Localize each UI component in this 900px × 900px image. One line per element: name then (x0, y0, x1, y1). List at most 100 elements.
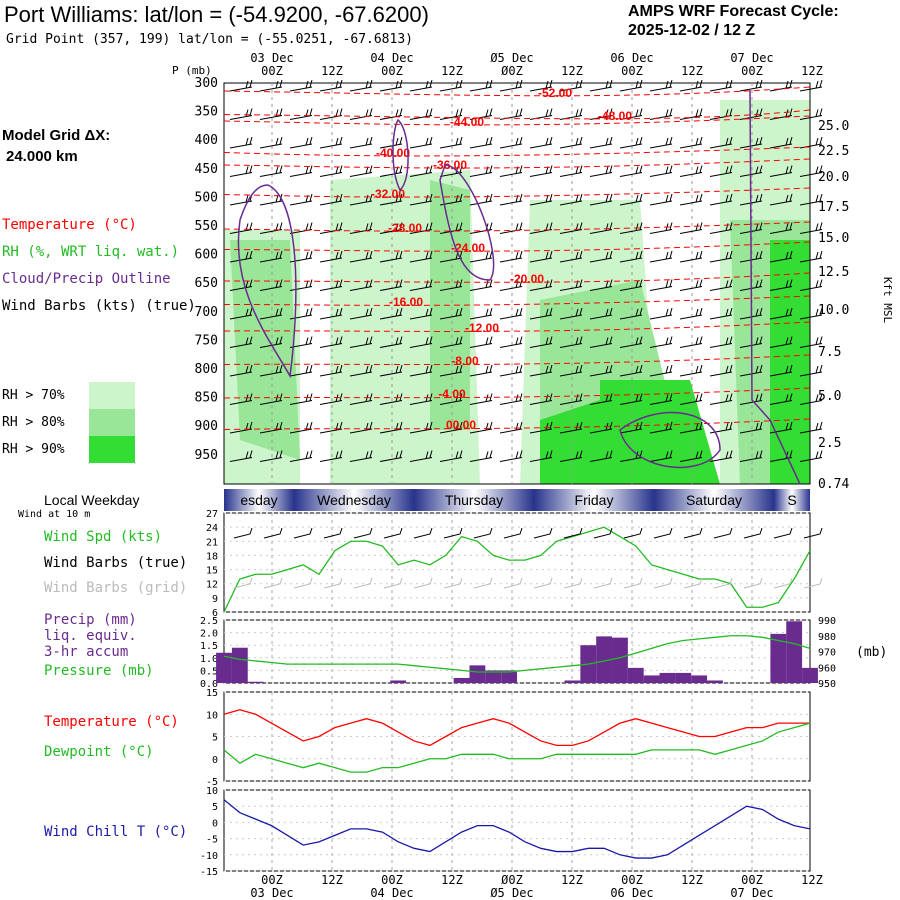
wind-barb (589, 193, 613, 206)
surface-wind-barb (233, 527, 253, 539)
wind-barb (259, 279, 283, 291)
wind-barb (559, 364, 583, 377)
wind-speed-line (223, 526, 811, 613)
temp-panel-ytick: 15 (206, 688, 218, 699)
wind-barb (229, 250, 253, 263)
bottom-time-label: 00Z (741, 873, 763, 887)
top-date-label: Ø5 Dec (490, 51, 533, 65)
temp-contour-label: -52.00 (538, 86, 572, 100)
temp-panel-ytick: 5 (212, 733, 218, 744)
wind-barb (799, 450, 823, 462)
pressure-label: Pressure (mb) (44, 663, 154, 679)
wind-barb (679, 165, 703, 177)
surface-wind-barb (713, 527, 733, 539)
legend-rh80-label: RH > 80% (2, 415, 65, 430)
temp-contour (223, 418, 811, 430)
wind-barb (499, 222, 523, 234)
wind-barb (649, 364, 673, 377)
surface-wind-barb (473, 527, 493, 539)
wind-barb (649, 421, 673, 434)
top-time-label: Ø0Z (501, 64, 523, 78)
pressure-tick: 400 (195, 133, 218, 148)
wind-barb (619, 279, 643, 291)
wind-panel-ytick: 6 (212, 608, 218, 619)
temp-contour (223, 241, 811, 252)
precip-bar (231, 647, 248, 683)
wind-barb (529, 393, 553, 405)
wind-barb (259, 307, 283, 320)
wind-barb (739, 79, 763, 92)
wind-barb (589, 108, 613, 120)
wind-barb (649, 336, 673, 348)
wind-barb (469, 108, 493, 120)
weekday-band (654, 489, 774, 511)
height-tick: 25.0 (818, 119, 849, 134)
wind-barb (349, 250, 373, 263)
dewpoint-line (223, 722, 811, 773)
wind-barb (529, 136, 553, 149)
surface-wind-barb (353, 527, 373, 539)
wind-barb (649, 165, 673, 177)
pressure-tick: 900 (195, 419, 218, 434)
legend-rh70-label: RH > 70% (2, 388, 65, 403)
temp-contour (223, 158, 811, 169)
wind-barb (319, 136, 343, 149)
wind-panel-ytick: 24 (206, 523, 218, 534)
grid-point-info: Grid Point (357, 199) lat/lon = (-55.025… (6, 32, 413, 47)
height-tick: 22.5 (818, 144, 849, 159)
wind-barb (799, 279, 823, 291)
wind-barb (709, 79, 733, 92)
wind-barb (319, 165, 343, 177)
wind-barb (319, 307, 343, 320)
wind-barb (319, 336, 343, 348)
wind-barb (619, 108, 643, 120)
wind-barb (709, 421, 733, 434)
precip-bar (596, 636, 613, 683)
pressure-tick: 350 (195, 105, 218, 120)
pressure-tick: 650 (195, 276, 218, 291)
wind-barb (379, 307, 403, 320)
height-tick: 17.5 (818, 200, 849, 215)
surface-wind-barb (803, 527, 823, 539)
surface-wind-barb (593, 527, 613, 539)
bottom-date-label: 07 Dec (730, 886, 773, 900)
temp-contour (223, 387, 811, 399)
wind-barb (559, 193, 583, 206)
wind-barb (559, 421, 583, 434)
wind-barb (409, 450, 433, 462)
wind-barb (649, 136, 673, 149)
wind-barb (769, 279, 793, 291)
bottom-time-label: 12Z (801, 873, 823, 887)
temperature-line (223, 709, 810, 747)
weekday-band (224, 489, 294, 511)
wind-barb (589, 222, 613, 234)
grid-wind-barb (803, 577, 823, 589)
bottom-date-label: 03 Dec (250, 886, 293, 900)
wind-barb (649, 108, 673, 120)
wind-barb (319, 222, 343, 234)
wind-barb (289, 450, 313, 462)
pressure-axis-label: P (mb) (172, 64, 212, 77)
wind-barb (679, 336, 703, 348)
bottom-time-label: 12Z (561, 873, 583, 887)
wind-barb (739, 450, 763, 462)
temp-contour-label: -44.00 (450, 115, 484, 129)
wind-barb (619, 421, 643, 434)
temp-contour (223, 221, 811, 232)
wind-barb (229, 364, 253, 377)
temp-panel-label: Temperature (°C) (44, 714, 179, 730)
wind-barb (559, 79, 583, 92)
top-date-label: 06 Dec (610, 51, 653, 65)
cloud-outline (749, 89, 801, 485)
wind-barb (349, 136, 373, 149)
temp-contour (223, 321, 811, 332)
wind-barb (499, 450, 523, 462)
grid-wind-barb (563, 577, 583, 589)
wind-barb (619, 193, 643, 206)
grid-spacing-label: Model Grid ΔX: (2, 127, 111, 144)
wind-barb (589, 136, 613, 149)
wind-barb (589, 450, 613, 462)
wind-barb (799, 165, 823, 177)
wind-barb (229, 136, 253, 149)
wind-barb (439, 450, 463, 462)
